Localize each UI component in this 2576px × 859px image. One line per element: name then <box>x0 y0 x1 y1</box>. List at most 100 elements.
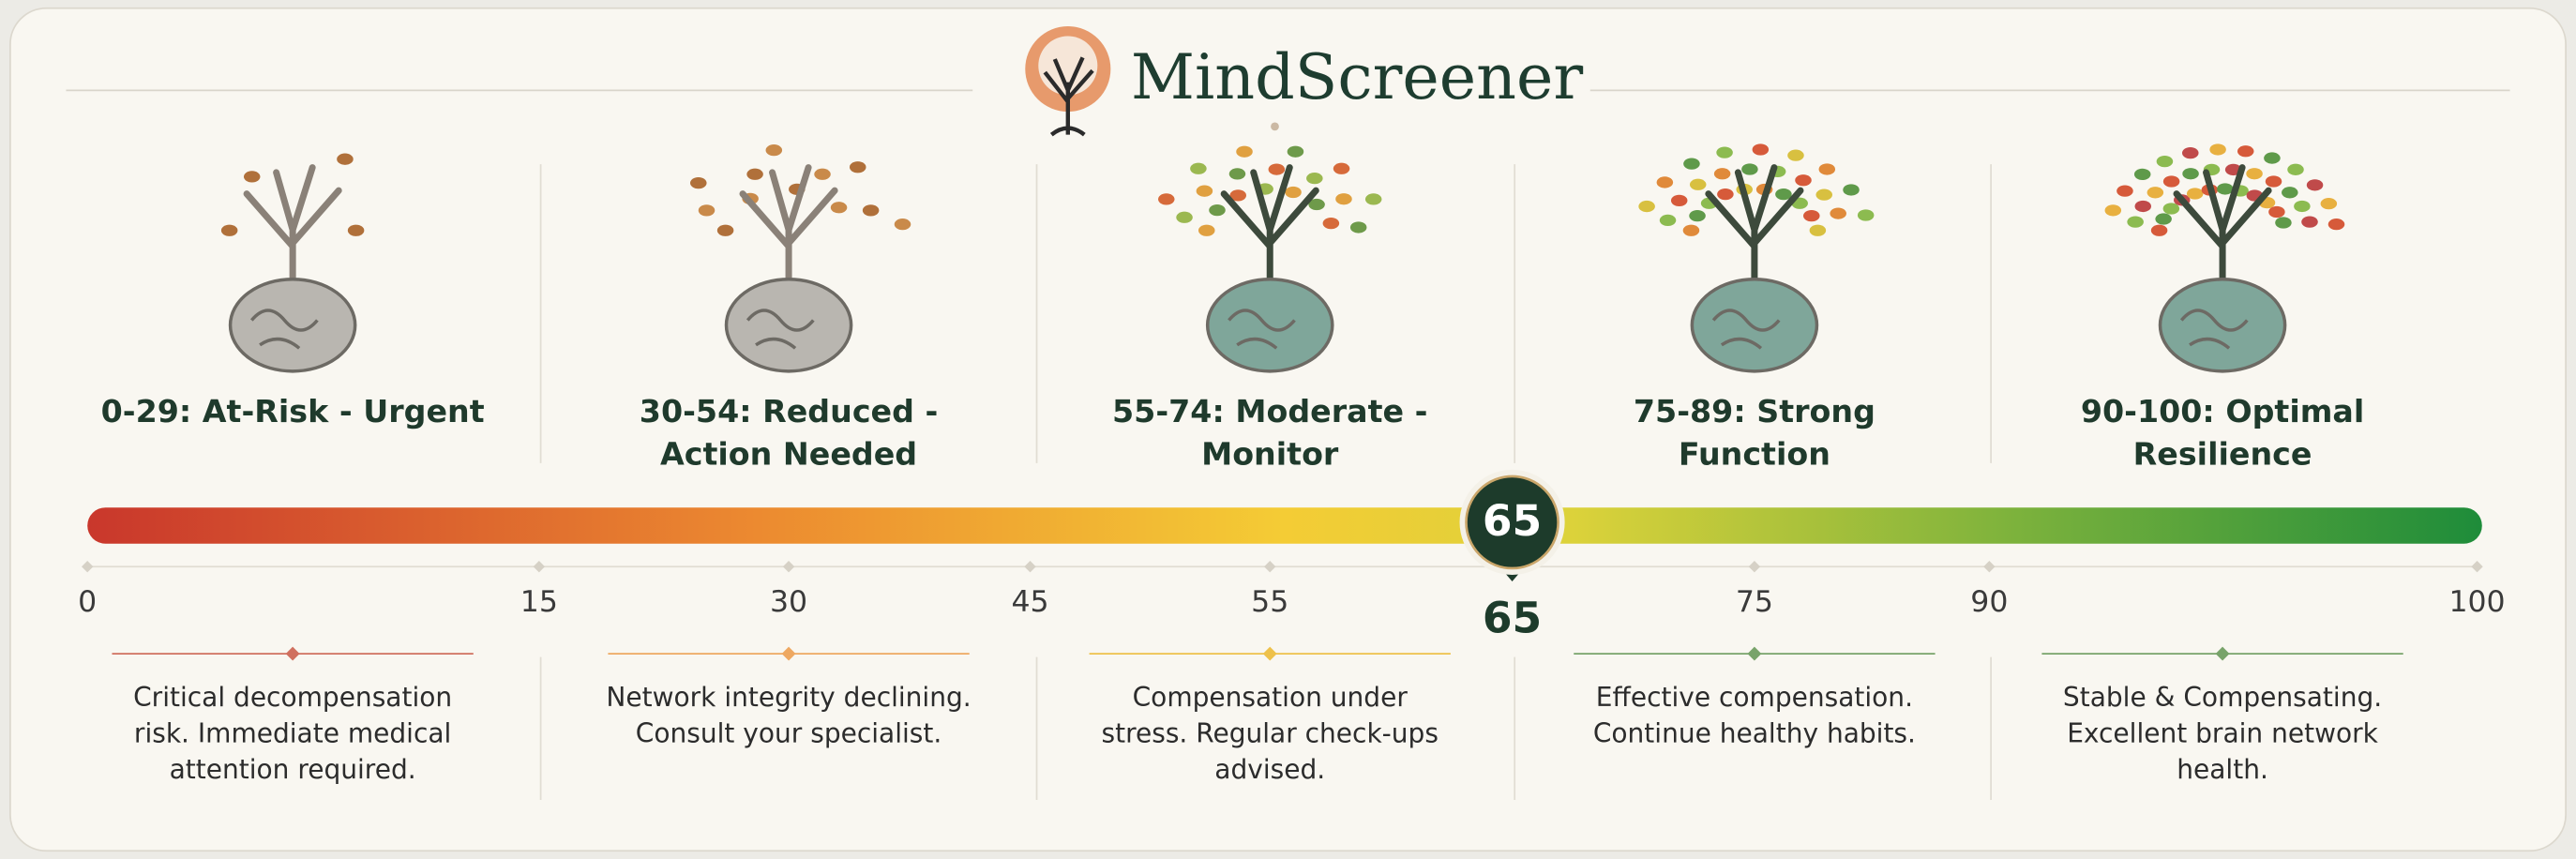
leaf <box>1287 145 1304 158</box>
score-marker: 65 <box>1459 469 1565 582</box>
leaf <box>2155 213 2172 225</box>
score-value: 65 <box>1483 594 1542 643</box>
tick-label: 100 <box>2448 585 2505 619</box>
leaf <box>765 144 783 157</box>
leaf <box>2294 200 2311 213</box>
leaf <box>716 224 734 236</box>
leaf <box>1228 168 1246 180</box>
leaf <box>2156 155 2174 168</box>
leaf <box>1196 185 1213 197</box>
leaf <box>1857 209 1875 221</box>
stage-icon <box>220 153 365 373</box>
category-description-box: Effective compensation. Continue healthy… <box>1592 681 1916 749</box>
category-title: 90-100: Optimal Resilience <box>2080 394 2365 474</box>
marker-value: 65 <box>1483 496 1542 546</box>
brain-fold <box>250 309 319 350</box>
leaf <box>2186 188 2204 200</box>
leaf <box>1795 174 1812 187</box>
leaf <box>2182 147 2199 159</box>
stage-icon <box>1638 143 1875 373</box>
leaf <box>2282 187 2298 199</box>
leaf <box>1308 198 1325 211</box>
leaf <box>1176 211 1193 223</box>
leaf <box>1236 145 1253 158</box>
leaf <box>1322 218 1340 230</box>
description-diamond <box>1262 646 1277 661</box>
brain <box>1205 277 1334 373</box>
logo <box>1025 26 1111 137</box>
tick-label: 55 <box>1251 585 1288 619</box>
category-title: 0-29: At-Risk - Urgent <box>100 394 485 430</box>
tree-trunk <box>1705 164 1804 292</box>
leaf <box>1349 221 1367 234</box>
leaf <box>1659 214 1677 227</box>
category-title: 55-74: Moderate - Monitor <box>1112 394 1428 474</box>
tree-trunk <box>2173 164 2272 292</box>
category-title-box: 0-29: At-Risk - Urgent <box>100 394 485 430</box>
tick-label: 45 <box>1011 585 1048 619</box>
leaf <box>2265 175 2282 188</box>
marker-circle <box>1465 475 1559 570</box>
leaf <box>2327 219 2345 231</box>
tick-mark <box>1264 561 1276 573</box>
category-title: 30-54: Reduced - Action Needed <box>639 394 939 474</box>
leaf <box>1229 189 1247 202</box>
leaf <box>1689 178 1707 190</box>
leaf <box>2162 203 2180 215</box>
leaf <box>1815 188 1832 201</box>
category-description: Stable & Compensating. Excellent brain n… <box>2062 681 2383 786</box>
leaf <box>220 224 238 236</box>
leaf <box>1843 184 1860 196</box>
leaf <box>2301 216 2318 228</box>
leaf <box>1713 168 1731 180</box>
leaf <box>2320 198 2338 210</box>
stage-icon <box>1158 145 1382 373</box>
leaf <box>1285 186 1302 199</box>
category-description-box: Stable & Compensating. Excellent brain n… <box>2062 681 2383 786</box>
leaf <box>2147 187 2164 199</box>
leaf <box>1683 158 1700 170</box>
app-title: MindScreener <box>1131 40 1584 113</box>
leaf <box>1830 207 1846 219</box>
leaf <box>243 171 261 183</box>
leaf <box>1638 200 1655 213</box>
tree-trunk <box>1220 164 1319 292</box>
description-diamond <box>285 646 300 661</box>
tick-label: 15 <box>520 585 558 619</box>
leaf <box>2275 217 2292 229</box>
brain <box>724 277 853 373</box>
brain <box>1690 277 1819 373</box>
leaf <box>1818 163 1836 175</box>
leaf <box>1787 149 1804 161</box>
tick-label: 90 <box>1970 585 2008 619</box>
leaf <box>1209 204 1226 217</box>
leaf <box>2134 200 2152 213</box>
dividers <box>539 164 1992 800</box>
leaf <box>1803 209 1820 222</box>
tick-mark <box>533 561 546 573</box>
leaf <box>2127 216 2144 228</box>
description-diamond <box>2215 646 2230 661</box>
leaf <box>1741 163 1758 175</box>
header-dot <box>1271 122 1279 131</box>
tick-mark <box>1024 561 1036 573</box>
leaf <box>2217 183 2234 195</box>
category-description: Effective compensation. Continue healthy… <box>1592 681 1916 749</box>
tree-trunk <box>739 164 838 292</box>
leaf <box>746 168 763 180</box>
stage-icon <box>690 144 911 373</box>
leaf <box>830 202 848 214</box>
brain <box>2158 277 2287 373</box>
leaf <box>1268 163 1286 175</box>
leaf <box>1333 162 1350 174</box>
brain-fold <box>1228 309 1296 350</box>
leaf <box>2162 175 2180 188</box>
leaf <box>1670 194 1688 207</box>
card <box>9 7 2567 852</box>
leaf <box>1158 193 1175 205</box>
leaf <box>1809 224 1827 236</box>
brain-fold <box>1711 309 1781 350</box>
leaf <box>337 153 354 165</box>
leaf <box>1752 143 1770 156</box>
